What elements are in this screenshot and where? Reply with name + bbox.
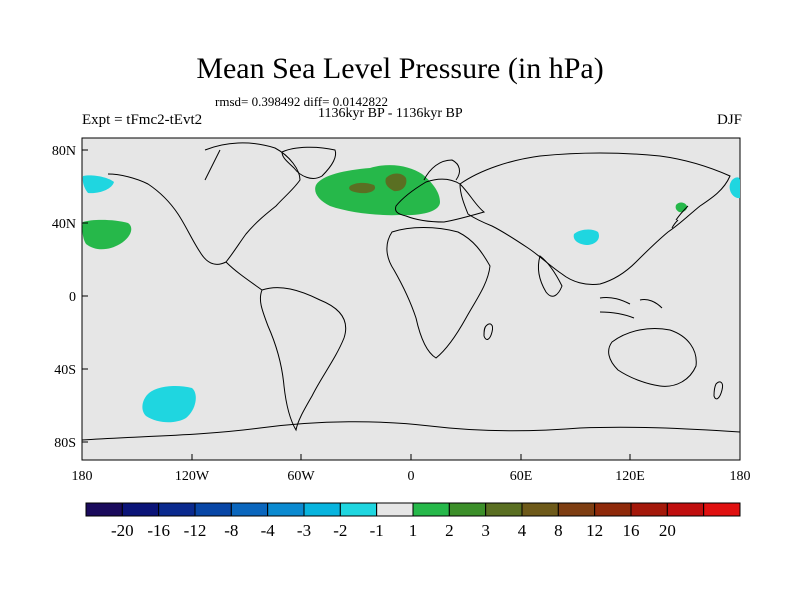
colorbar-label: 4 bbox=[518, 521, 527, 540]
colorbar-label: -12 bbox=[184, 521, 207, 540]
colorbar-box bbox=[194, 502, 232, 517]
colorbar-box bbox=[630, 502, 668, 517]
colorbar-box bbox=[158, 502, 196, 517]
colorbar-box bbox=[376, 502, 414, 517]
colorbar-label: 8 bbox=[554, 521, 563, 540]
colorbar-box bbox=[557, 502, 596, 517]
tibet-negative bbox=[573, 229, 599, 245]
colorbar-box bbox=[666, 502, 705, 517]
lon-label: 60W bbox=[287, 469, 315, 484]
colorbar-box bbox=[485, 502, 523, 517]
anomaly-layer bbox=[82, 165, 740, 423]
colorbar-label: 3 bbox=[481, 521, 490, 540]
arctic-pacific-west-negative bbox=[82, 175, 114, 194]
colorbar-label: -4 bbox=[261, 521, 276, 540]
lat-ticks bbox=[82, 149, 88, 443]
colorbar-label: 20 bbox=[659, 521, 676, 540]
lat-label: 40S bbox=[54, 363, 76, 378]
north-atlantic-core bbox=[349, 173, 407, 194]
map-title: Mean Sea Level Pressure (in hPa) bbox=[196, 52, 604, 85]
colorbar bbox=[85, 502, 741, 517]
season-label: DJF bbox=[716, 112, 742, 128]
colorbar-box bbox=[703, 502, 741, 517]
colorbar-label: 16 bbox=[623, 521, 640, 540]
lat-label: 0 bbox=[69, 290, 76, 305]
lat-label: 80N bbox=[52, 144, 76, 159]
experiment-label: Expt = tFmc2-tEvt2 bbox=[82, 112, 203, 128]
lon-ticks bbox=[81, 454, 741, 460]
colorbar-labels: -20 -16 -12 -8 -4 -3 -2 -1 1 2 3 4 8 12 16 20 bbox=[111, 521, 676, 540]
lat-label: 80S bbox=[54, 436, 76, 451]
colorbar-label: 1 bbox=[409, 521, 418, 540]
colorbar-box bbox=[85, 502, 123, 517]
colorbar-label: -2 bbox=[333, 521, 347, 540]
colorbar-box bbox=[339, 502, 378, 517]
colorbar-label: 12 bbox=[586, 521, 603, 540]
colorbar-box bbox=[521, 502, 559, 517]
lon-label: 180 bbox=[730, 469, 751, 484]
south-pacific-negative bbox=[142, 386, 196, 423]
colorbar-box bbox=[121, 502, 160, 517]
colorbar-box bbox=[594, 502, 632, 517]
colorbar-box bbox=[448, 502, 487, 517]
north-pacific-positive bbox=[82, 219, 132, 250]
colorbar-box bbox=[230, 502, 269, 517]
arctic-pacific-east-negative bbox=[729, 177, 740, 199]
lon-label: 120E bbox=[615, 469, 645, 484]
colorbar-label: -1 bbox=[370, 521, 384, 540]
lon-label: 120W bbox=[175, 469, 210, 484]
lon-label: 0 bbox=[408, 469, 415, 484]
lon-label: 60E bbox=[510, 469, 533, 484]
coastlines bbox=[81, 142, 741, 441]
colorbar-box bbox=[303, 502, 341, 517]
colorbar-label: -20 bbox=[111, 521, 134, 540]
lat-label: 40N bbox=[52, 217, 76, 232]
colorbar-label: -8 bbox=[224, 521, 238, 540]
colorbar-box bbox=[412, 502, 450, 517]
north-atlantic-positive bbox=[315, 165, 440, 216]
period-line: 1136kyr BP - 1136kyr BP bbox=[318, 106, 463, 121]
colorbar-box bbox=[267, 502, 305, 517]
colorbar-label: -3 bbox=[297, 521, 311, 540]
lon-label: 180 bbox=[72, 469, 93, 484]
colorbar-label: -16 bbox=[147, 521, 170, 540]
colorbar-label: 2 bbox=[445, 521, 454, 540]
stats-line: rmsd= 0.398492 diff= 0.0142822 bbox=[215, 94, 388, 109]
